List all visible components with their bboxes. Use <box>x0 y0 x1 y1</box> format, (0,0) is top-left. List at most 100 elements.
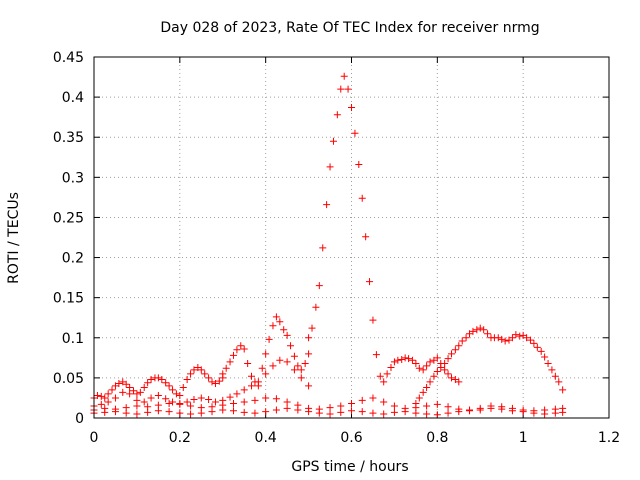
data-point <box>455 342 463 350</box>
data-point <box>444 403 452 411</box>
data-point <box>233 346 241 354</box>
data-point <box>344 85 352 93</box>
data-point <box>548 366 556 374</box>
data-point <box>412 409 420 417</box>
data-point <box>272 406 280 414</box>
data-point <box>251 396 259 404</box>
data-point <box>476 406 484 414</box>
data-point <box>376 372 384 380</box>
data-point <box>248 382 256 390</box>
data-point <box>240 408 248 416</box>
y-tick-label: 0.25 <box>53 210 84 226</box>
data-point <box>362 233 370 241</box>
data-point <box>165 400 173 408</box>
data-point <box>390 402 398 410</box>
data-point <box>380 398 388 406</box>
data-point <box>348 407 355 415</box>
data-point <box>315 282 323 290</box>
data-point <box>333 111 341 119</box>
data-point <box>430 372 438 380</box>
x-tick-label: 0.4 <box>255 430 277 446</box>
data-point <box>133 390 141 398</box>
data-point <box>129 387 137 395</box>
data-point <box>240 398 248 406</box>
x-axis-label: GPS time / hours <box>291 459 408 475</box>
data-point <box>326 163 334 171</box>
data-point <box>290 366 298 374</box>
y-tick-label: 0.4 <box>62 90 84 106</box>
data-point <box>380 410 388 418</box>
data-point <box>319 244 327 252</box>
series-satellite-low-a <box>90 394 567 415</box>
data-point <box>154 392 162 400</box>
data-point <box>122 409 130 417</box>
data-point <box>394 356 402 364</box>
data-point <box>348 104 355 112</box>
data-point <box>283 331 291 339</box>
data-point <box>484 330 492 338</box>
data-point <box>280 326 288 334</box>
data-point <box>415 364 423 372</box>
data-point <box>476 324 484 332</box>
data-point <box>441 359 449 367</box>
data-point <box>244 359 252 367</box>
data-point <box>229 407 237 415</box>
data-point <box>240 345 248 353</box>
x-tick-label: 0 <box>90 430 99 446</box>
data-point <box>487 404 495 412</box>
data-point <box>433 400 441 408</box>
data-point <box>140 398 148 406</box>
data-point <box>190 366 198 374</box>
data-point <box>401 408 409 416</box>
data-point <box>233 390 241 398</box>
data-point <box>305 350 313 358</box>
data-point <box>329 137 337 145</box>
data-point <box>136 388 144 396</box>
data-point <box>111 408 119 416</box>
data-point <box>551 372 559 380</box>
data-point <box>262 394 270 402</box>
data-point <box>133 410 141 418</box>
data-point <box>526 336 534 344</box>
x-tick-label: 0.2 <box>169 430 191 446</box>
data-point <box>229 400 237 408</box>
data-point <box>208 408 216 416</box>
data-point <box>305 382 313 390</box>
data-point <box>172 390 180 398</box>
data-point <box>165 408 173 416</box>
data-point <box>211 398 219 406</box>
data-point <box>197 366 205 374</box>
data-point <box>419 388 427 396</box>
data-point <box>337 402 345 410</box>
data-point <box>447 350 455 358</box>
data-point <box>169 386 177 394</box>
data-point <box>412 359 420 367</box>
data-point <box>390 408 398 416</box>
data-point <box>426 358 434 366</box>
data-point <box>366 278 374 286</box>
data-point <box>97 400 105 408</box>
data-point <box>176 392 184 400</box>
data-point <box>133 402 141 410</box>
data-point <box>93 392 101 400</box>
data-point <box>337 408 345 416</box>
data-point <box>541 410 549 418</box>
data-point <box>447 374 455 382</box>
data-point <box>444 409 452 417</box>
data-point <box>283 404 291 412</box>
data-point <box>208 378 216 386</box>
data-point <box>355 160 363 168</box>
data-point <box>405 355 413 363</box>
data-point <box>305 334 313 342</box>
y-tick-label: 0.2 <box>62 251 84 267</box>
data-point <box>380 378 388 386</box>
data-point <box>272 313 280 321</box>
data-point <box>297 374 305 382</box>
data-point <box>369 394 377 402</box>
data-point <box>444 355 452 363</box>
data-point <box>265 335 273 343</box>
y-tick-label: 0.45 <box>53 50 84 66</box>
data-point <box>523 334 531 342</box>
data-points <box>90 72 567 419</box>
data-point <box>433 411 441 419</box>
